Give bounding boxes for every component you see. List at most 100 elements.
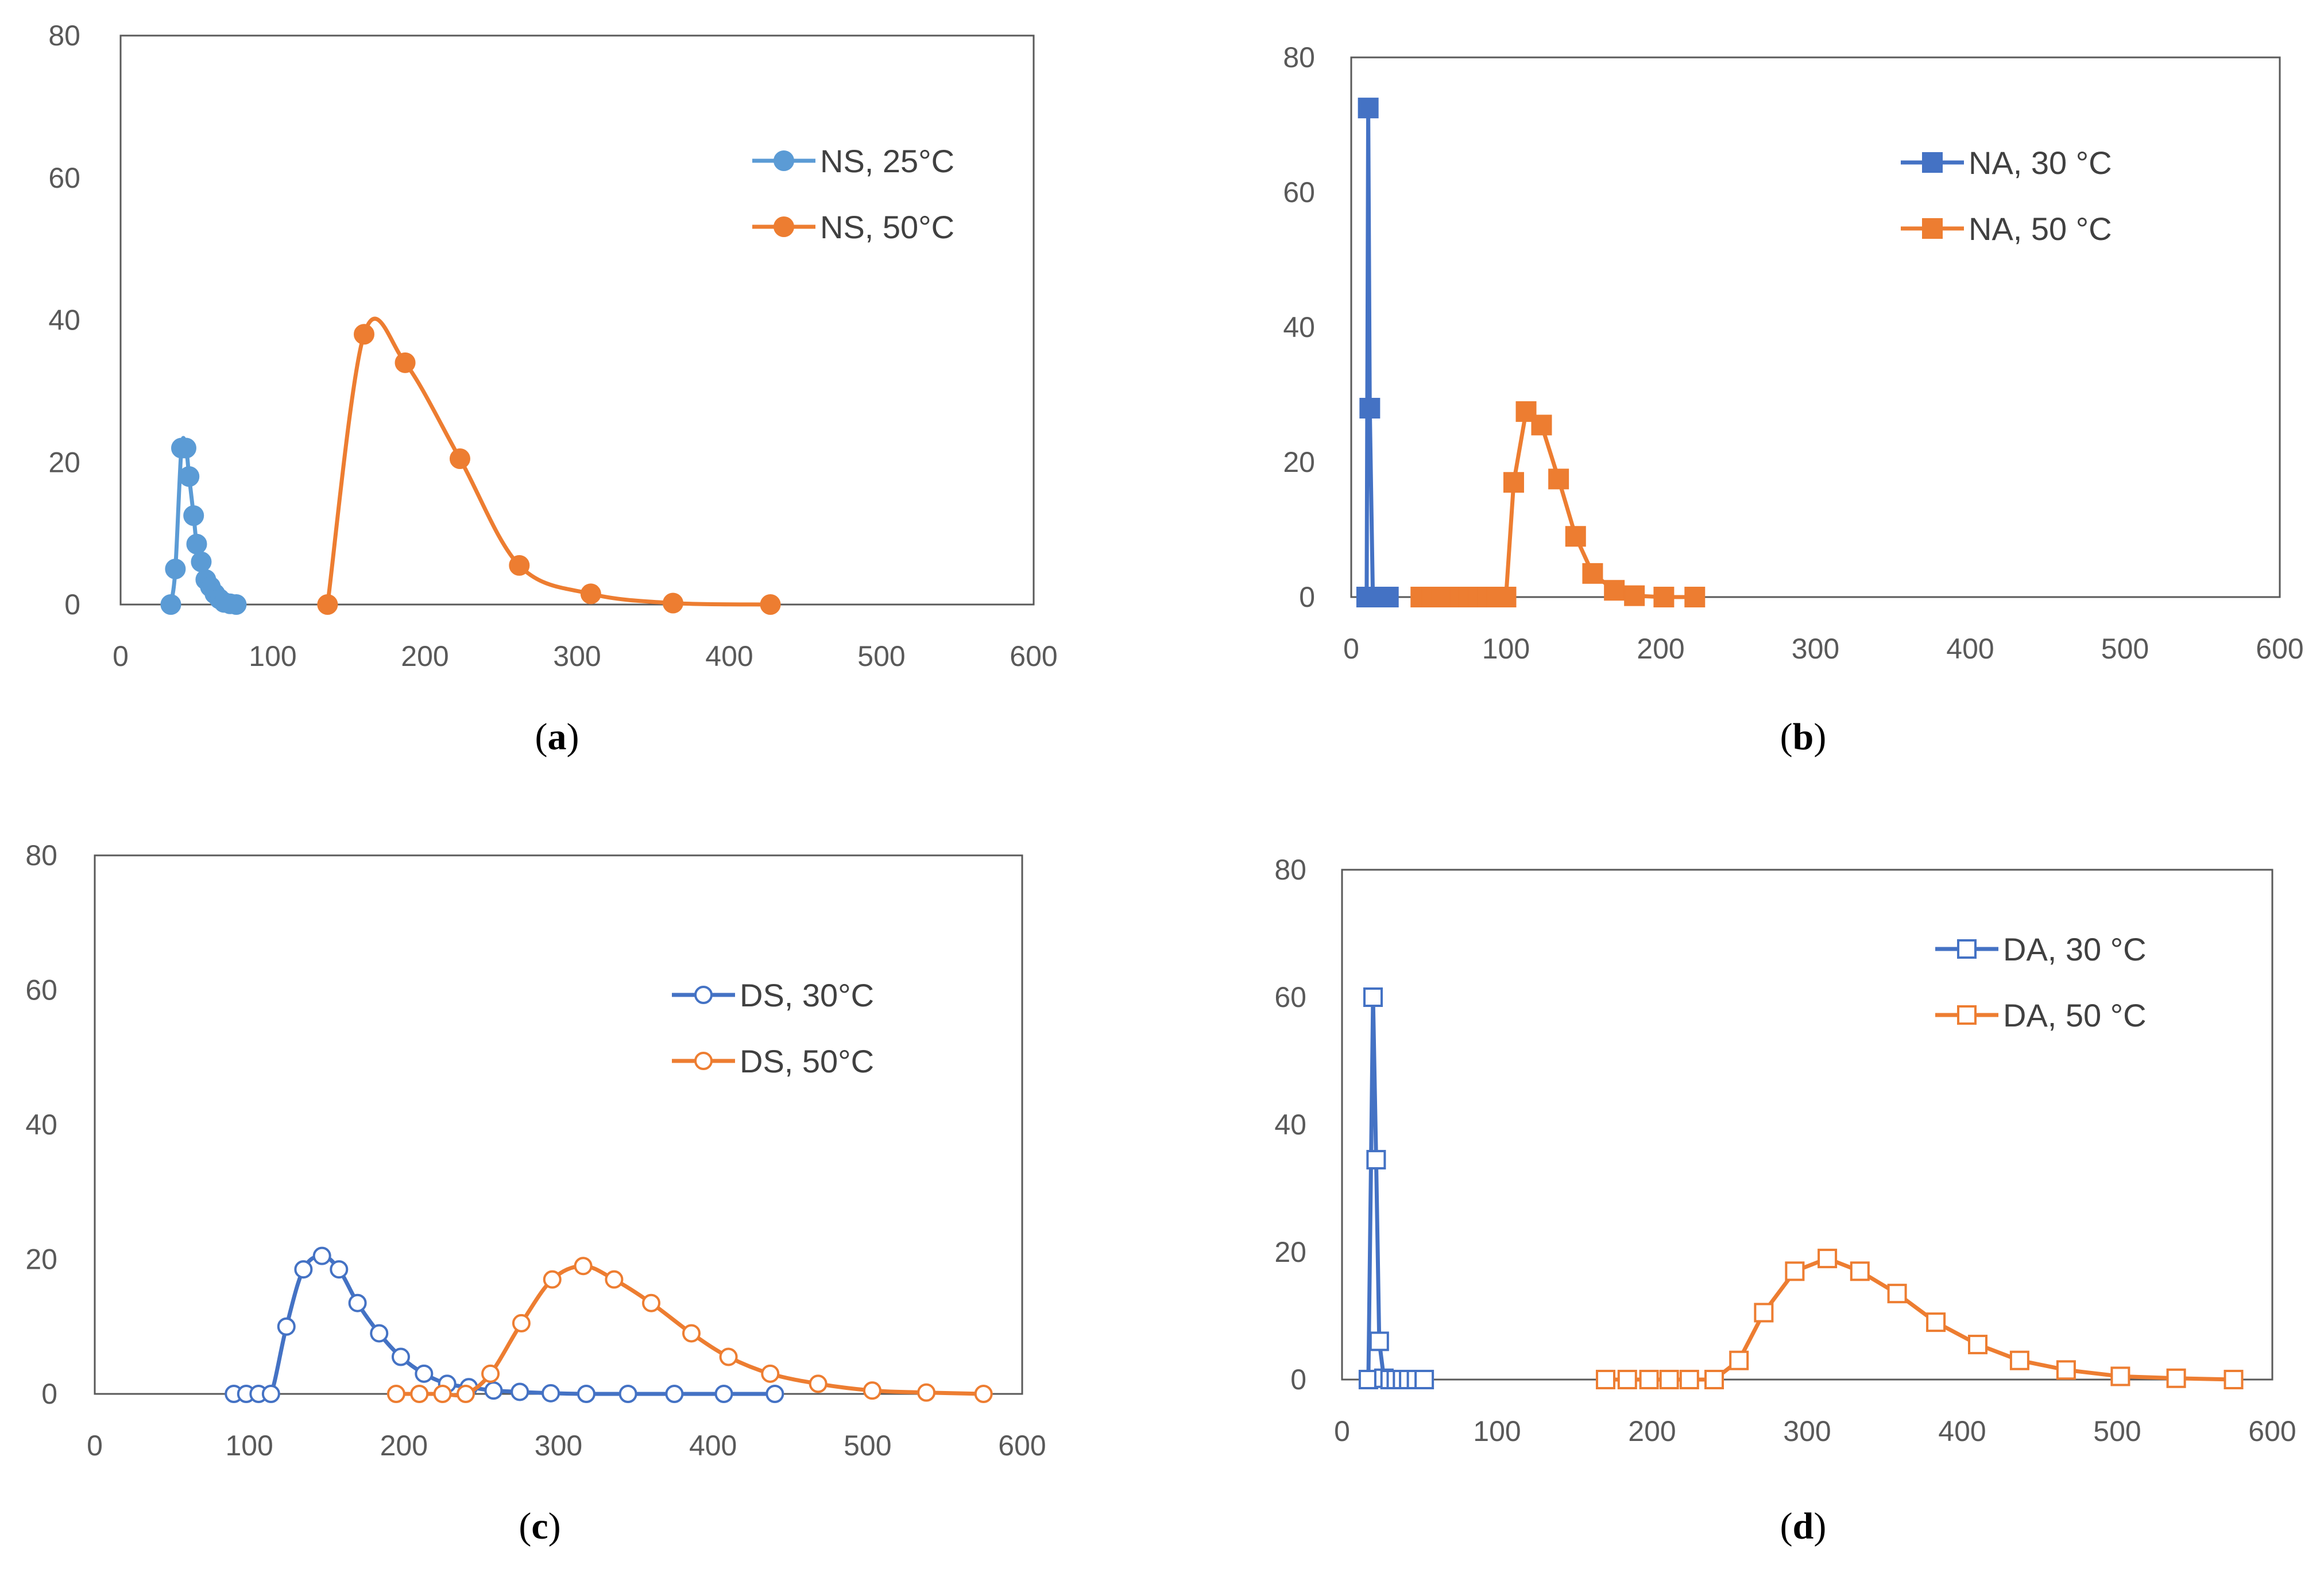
plot-area [94, 854, 1023, 1395]
panel-caption: (b) [1780, 716, 1827, 758]
data-point [1754, 1303, 1774, 1323]
x-tick-label: 0 [1334, 1415, 1350, 1447]
x-tick-label: 400 [1946, 633, 1994, 665]
y-tick-label: 20 [1283, 446, 1315, 478]
x-tick-label: 100 [1473, 1415, 1521, 1447]
x-tick-label: 600 [2256, 633, 2303, 665]
data-point [484, 1381, 503, 1400]
data-point [1358, 98, 1379, 119]
data-point [2224, 1370, 2244, 1389]
legend-label: DA, 30 °C [2003, 931, 2147, 967]
x-tick-label: 300 [1792, 633, 1839, 665]
data-point [348, 1293, 367, 1312]
series-2 [1596, 1249, 2244, 1389]
y-tick-label: 0 [1290, 1363, 1306, 1396]
y-tick-label: 80 [1283, 41, 1315, 73]
data-point [1582, 563, 1603, 584]
data-point [1624, 585, 1645, 606]
data-point [191, 551, 212, 572]
x-tick-label: 400 [1938, 1415, 1986, 1447]
y-tick-label: 40 [48, 304, 80, 336]
data-point [665, 1385, 684, 1403]
series-2 [1410, 401, 1706, 607]
legend-label: DS, 30°C [740, 977, 874, 1013]
x-tick-label: 500 [2093, 1415, 2141, 1447]
data-point [605, 1270, 624, 1289]
plot-area [1341, 869, 2273, 1381]
series-1 [1358, 987, 1434, 1389]
data-point [761, 1364, 780, 1383]
plot-area [119, 34, 1035, 606]
data-point [760, 594, 781, 615]
caption-letter: a [548, 716, 567, 758]
chart-b: 0 20 40 60 80 0 100 200 300 400 500 600 NA, 30 °C NA,… [1283, 41, 2303, 758]
data-point [312, 1246, 331, 1265]
data-point [2009, 1350, 2029, 1370]
data-point [1495, 587, 1517, 607]
x-tick-label: 200 [1637, 633, 1684, 665]
data-point [765, 1385, 784, 1403]
legend-marker [1957, 939, 1977, 959]
data-point [186, 533, 207, 555]
data-point [511, 1382, 529, 1401]
legend-entry: NA, 30 °C [1901, 145, 2112, 181]
data-point [714, 1385, 733, 1403]
y-tick-label: 20 [48, 446, 80, 478]
data-point [1363, 987, 1383, 1007]
data-point [1968, 1334, 1987, 1354]
y-tick-label: 40 [25, 1109, 57, 1141]
data-point [1704, 1370, 1724, 1389]
data-point [317, 594, 338, 615]
x-tick-label: 0 [113, 640, 129, 672]
data-point [974, 1385, 993, 1403]
data-point [509, 555, 530, 576]
legend-entry: DS, 30°C [672, 977, 874, 1013]
data-point [512, 1314, 531, 1332]
data-point [457, 1385, 475, 1403]
data-point [1359, 398, 1381, 419]
data-point [1684, 587, 1706, 607]
data-point [2056, 1360, 2076, 1380]
y-tick-label: 0 [64, 588, 80, 621]
legend-marker [774, 216, 794, 237]
y-tick-label: 80 [48, 20, 80, 52]
series-1 [225, 1246, 784, 1403]
legend-label: NA, 30 °C [1969, 145, 2112, 181]
series-1 [160, 436, 247, 615]
chart-c: 0 20 40 60 80 0 100 200 300 400 500 600 DS, 30°C DS, … [25, 839, 1046, 1547]
data-point [1887, 1284, 1907, 1304]
legend-marker [774, 150, 794, 171]
data-point [618, 1385, 637, 1403]
plot-area [1350, 56, 2281, 598]
y-tick-label: 60 [48, 162, 80, 194]
x-tick-label: 600 [2248, 1415, 2296, 1447]
x-tick-label: 300 [1783, 1415, 1831, 1447]
legend-marker [1922, 152, 1943, 173]
caption-letter: c [531, 1505, 548, 1547]
x-tick-label: 100 [225, 1429, 273, 1462]
x-tick-label: 300 [553, 640, 601, 672]
data-point [165, 559, 186, 580]
series-line [1366, 995, 1425, 1382]
y-tick-label: 40 [1283, 311, 1315, 343]
x-tick-label: 300 [535, 1429, 582, 1462]
data-point [481, 1364, 500, 1383]
x-tick-label: 400 [689, 1429, 737, 1462]
panel-caption: (c) [519, 1505, 560, 1547]
x-tick-label: 0 [1343, 633, 1359, 665]
data-point [2166, 1368, 2186, 1388]
data-point [1369, 1331, 1389, 1351]
data-point [261, 1385, 280, 1403]
series-line [325, 316, 771, 607]
data-point [1729, 1350, 1749, 1370]
data-point [542, 1384, 560, 1403]
data-point [917, 1383, 936, 1402]
data-point [1926, 1312, 1946, 1332]
legend-label: DA, 50 °C [2003, 997, 2147, 1033]
data-point [1548, 468, 1569, 490]
caption-letter: d [1793, 1505, 1814, 1547]
x-tick-label: 400 [705, 640, 753, 672]
y-tick-label: 0 [41, 1378, 57, 1410]
data-point [294, 1260, 313, 1279]
